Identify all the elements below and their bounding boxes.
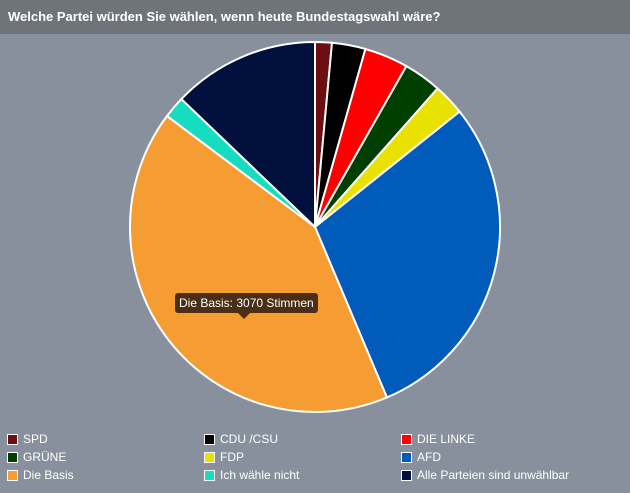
tooltip-arrow [238,313,250,319]
legend-swatch [7,451,18,463]
legend-label: SPD [23,432,48,446]
legend-item[interactable]: Alle Parteien sind unwählbar [401,467,569,483]
pie-slice-afd[interactable] [313,110,501,399]
legend-item[interactable]: SPD [7,431,48,447]
pie-chart: Die Basis: 3070 Stimmen [0,34,630,424]
legend-swatch [401,469,412,481]
legend-item[interactable]: Die Basis [7,467,74,483]
legend-label: CDU /CSU [220,432,279,446]
legend-item[interactable]: Ich wähle nicht [204,467,299,483]
legend-swatch [401,451,412,463]
legend-item[interactable]: GRÜNE [7,449,66,465]
legend-label: Alle Parteien sind unwählbar [417,468,570,482]
legend-item[interactable]: AFD [401,449,441,465]
legend-swatch [204,469,215,481]
legend-item[interactable]: DIE LINKE [401,431,475,447]
chart-title: Welche Partei würden Sie wählen, wenn he… [8,9,441,24]
legend-label: DIE LINKE [417,432,476,446]
chart-header: Welche Partei würden Sie wählen, wenn he… [0,0,630,34]
legend-label: AFD [417,450,441,464]
legend-item[interactable]: FDP [204,449,244,465]
chart-legend: SPD CDU /CSU DIE LINKE GRÜNE FDP AFD Die Basis… [0,428,630,490]
legend-item[interactable]: CDU /CSU [204,431,278,447]
slice-tooltip: Die Basis: 3070 Stimmen [175,293,318,319]
legend-swatch [204,433,215,445]
legend-swatch [401,433,412,445]
pie-svg [129,40,501,413]
pie-slice-die-basis[interactable] [129,114,389,413]
legend-label: FDP [220,450,244,464]
legend-label: Ich wähle nicht [220,468,300,482]
legend-swatch [7,469,18,481]
legend-swatch [7,433,18,445]
legend-swatch [204,451,215,463]
pie-slice-alle-parteien-sind-unwählbar[interactable] [179,40,316,230]
legend-label: GRÜNE [23,450,67,464]
legend-label: Die Basis [23,468,74,482]
tooltip-text: Die Basis: 3070 Stimmen [179,296,314,310]
